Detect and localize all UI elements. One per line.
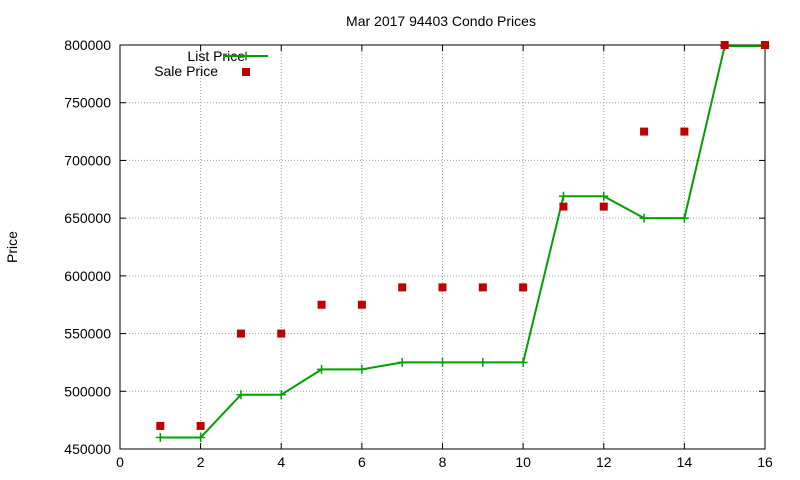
sale-price-point xyxy=(761,41,769,49)
y-tick-label: 800000 xyxy=(64,37,111,53)
list-price-point xyxy=(478,357,488,367)
list-price-point xyxy=(196,432,206,442)
sale-price-point xyxy=(156,421,165,430)
x-tick-label: 12 xyxy=(596,454,612,470)
axis-ticks: 0 2 4 6 8 10 12 14 16 450000 500000 550000 600000 650… xyxy=(64,37,773,470)
x-tick-label: 0 xyxy=(116,454,124,470)
list-price-point xyxy=(317,364,327,374)
series-layer xyxy=(155,41,770,442)
sale-price-point xyxy=(680,127,689,136)
sale-price-point xyxy=(196,421,205,430)
sale-price-point xyxy=(599,202,608,211)
list-price-point xyxy=(518,357,528,367)
legend-marker-list-price xyxy=(241,51,251,61)
sale-price-point xyxy=(398,283,407,292)
y-tick-label: 750000 xyxy=(64,95,111,111)
sale-price-point xyxy=(236,329,245,338)
list-price-point xyxy=(679,213,689,223)
sale-price-point xyxy=(519,283,528,292)
list-price-point xyxy=(276,390,286,400)
x-tick-label: 10 xyxy=(515,454,531,470)
sale-price-point xyxy=(357,300,366,309)
sale-price-point xyxy=(640,127,649,136)
list-price-point xyxy=(438,357,447,367)
list-price-point xyxy=(155,432,165,442)
sale-price-point xyxy=(317,300,326,309)
legend-label-sale-price: Sale Price xyxy=(154,63,218,79)
sale-price-point xyxy=(559,202,568,211)
y-tick-label: 450000 xyxy=(64,441,111,457)
list-price-point xyxy=(236,390,246,400)
legend-label-list-price: List Price xyxy=(187,48,245,64)
grid xyxy=(120,45,765,449)
x-tick-label: 4 xyxy=(277,454,285,470)
x-tick-label: 16 xyxy=(757,454,773,470)
y-tick-label: 500000 xyxy=(64,383,111,399)
x-tick-label: 2 xyxy=(197,454,205,470)
list-price-point xyxy=(558,191,568,201)
sale-price-point xyxy=(720,41,729,49)
y-tick-label: 600000 xyxy=(64,268,111,284)
list-price-point xyxy=(357,364,367,374)
plot-frame xyxy=(119,44,766,450)
y-tick-label: 700000 xyxy=(64,152,111,168)
sale-price-point xyxy=(478,283,487,292)
list-price-point xyxy=(397,357,407,367)
y-axis-label: Price xyxy=(4,231,20,263)
legend-marker-sale-price xyxy=(242,68,250,76)
sale-price-point xyxy=(438,283,447,292)
x-tick-label: 8 xyxy=(439,454,447,470)
y-tick-label: 650000 xyxy=(64,210,111,226)
chart-title: Mar 2017 94403 Condo Prices xyxy=(346,13,536,29)
x-tick-label: 14 xyxy=(677,454,693,470)
sale-price-point xyxy=(277,329,286,338)
list-price-point xyxy=(599,191,609,201)
list-price-point xyxy=(639,213,649,223)
y-tick-label: 550000 xyxy=(64,326,111,342)
x-tick-label: 6 xyxy=(358,454,366,470)
list-price-line xyxy=(160,45,765,439)
